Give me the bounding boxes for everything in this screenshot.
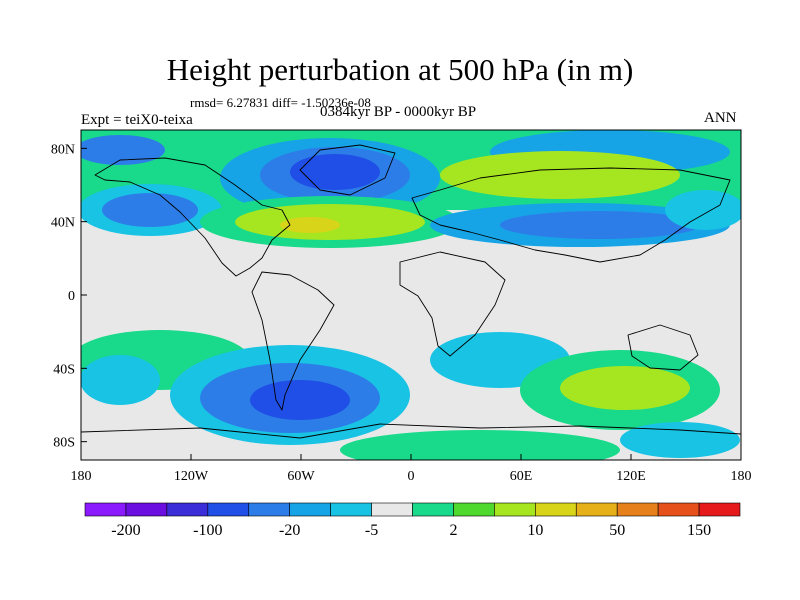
colorbar-swatch-0 [84,502,127,517]
x-tick-label: 180 [731,469,752,484]
colorbar-swatch-7 [371,502,413,517]
y-tick-label: 80N [51,142,75,157]
coast-australia [627,324,699,371]
colorbar-swatch-5 [289,502,331,517]
period-label: 0384kyr BP - 0000kyr BP [320,104,477,120]
colorbar-swatch-11 [535,502,577,517]
atlantic-high-core [280,217,340,233]
experiment-label: Expt = teiX0-teixa [81,112,193,128]
colorbar-label: 50 [609,522,625,539]
colorbar-swatch-13 [616,502,659,517]
south-atlantic-low-core [250,380,350,420]
alaska-low [81,135,165,165]
colorbar: -200 -100 -20 -5 2 10 50 150 [84,502,741,539]
colorbar-swatch-9 [453,502,495,517]
colorbar-swatch-14 [657,502,700,517]
coast-greenland [299,144,396,196]
pacific-low-core [102,193,198,227]
season-label: ANN [704,110,737,126]
y-tick-label: 80S [53,436,75,451]
south-pacific-low [81,355,160,405]
colorbar-label: -100 [193,522,222,539]
field-layer [81,130,741,460]
colorbar-label: -5 [365,522,378,539]
colorbar-swatch-1 [125,502,168,517]
coast-antarctica [81,423,741,439]
y-tick-label: 40N [51,216,75,231]
colorbar-swatch-4 [248,502,290,517]
colorbar-label: 10 [527,522,543,539]
colorbar-label: 150 [687,522,711,539]
antarctic-band [340,430,620,460]
axis-ticks: 180 120W 60W 0 60E 120E 180 80N 40N 0 40S 80S [51,142,752,484]
x-tick-label: 120E [616,469,646,484]
x-tick-label: 180 [71,469,92,484]
coast-north-america [94,157,291,277]
colorbar-swatch-6 [330,502,372,517]
eurasia-high [440,151,680,199]
eurasia-low-core [500,211,700,239]
coast-africa [399,251,506,357]
x-tick-label: 60W [287,469,315,484]
colorbar-swatch-10 [494,502,536,517]
antarctic-low [620,422,740,458]
y-tick-label: 0 [68,289,75,304]
colorbar-label: 2 [449,522,457,539]
colorbar-swatch-8 [412,502,454,517]
npacific-east-low [665,190,741,230]
greenland-low-core [290,154,380,190]
x-tick-label: 60E [510,469,533,484]
colorbar-label: -20 [279,522,300,539]
x-tick-label: 0 [408,469,415,484]
south-indian-high-core [560,366,690,410]
colorbar-label: -200 [111,522,140,539]
coast-south-america [251,271,335,411]
stats-line: rmsd= 6.27831 diff= -1.50236e-08 [190,95,371,110]
colorbar-swatch-3 [207,502,250,517]
chart-title: Height perturbation at 500 hPa (in m) [166,52,634,87]
y-tick-label: 40S [53,362,75,377]
coastlines [81,144,741,439]
colorbar-swatch-2 [166,502,209,517]
colorbar-swatch-15 [698,502,741,517]
coast-eurasia [411,167,731,263]
x-tick-label: 120W [174,469,209,484]
colorbar-swatch-12 [575,502,618,517]
